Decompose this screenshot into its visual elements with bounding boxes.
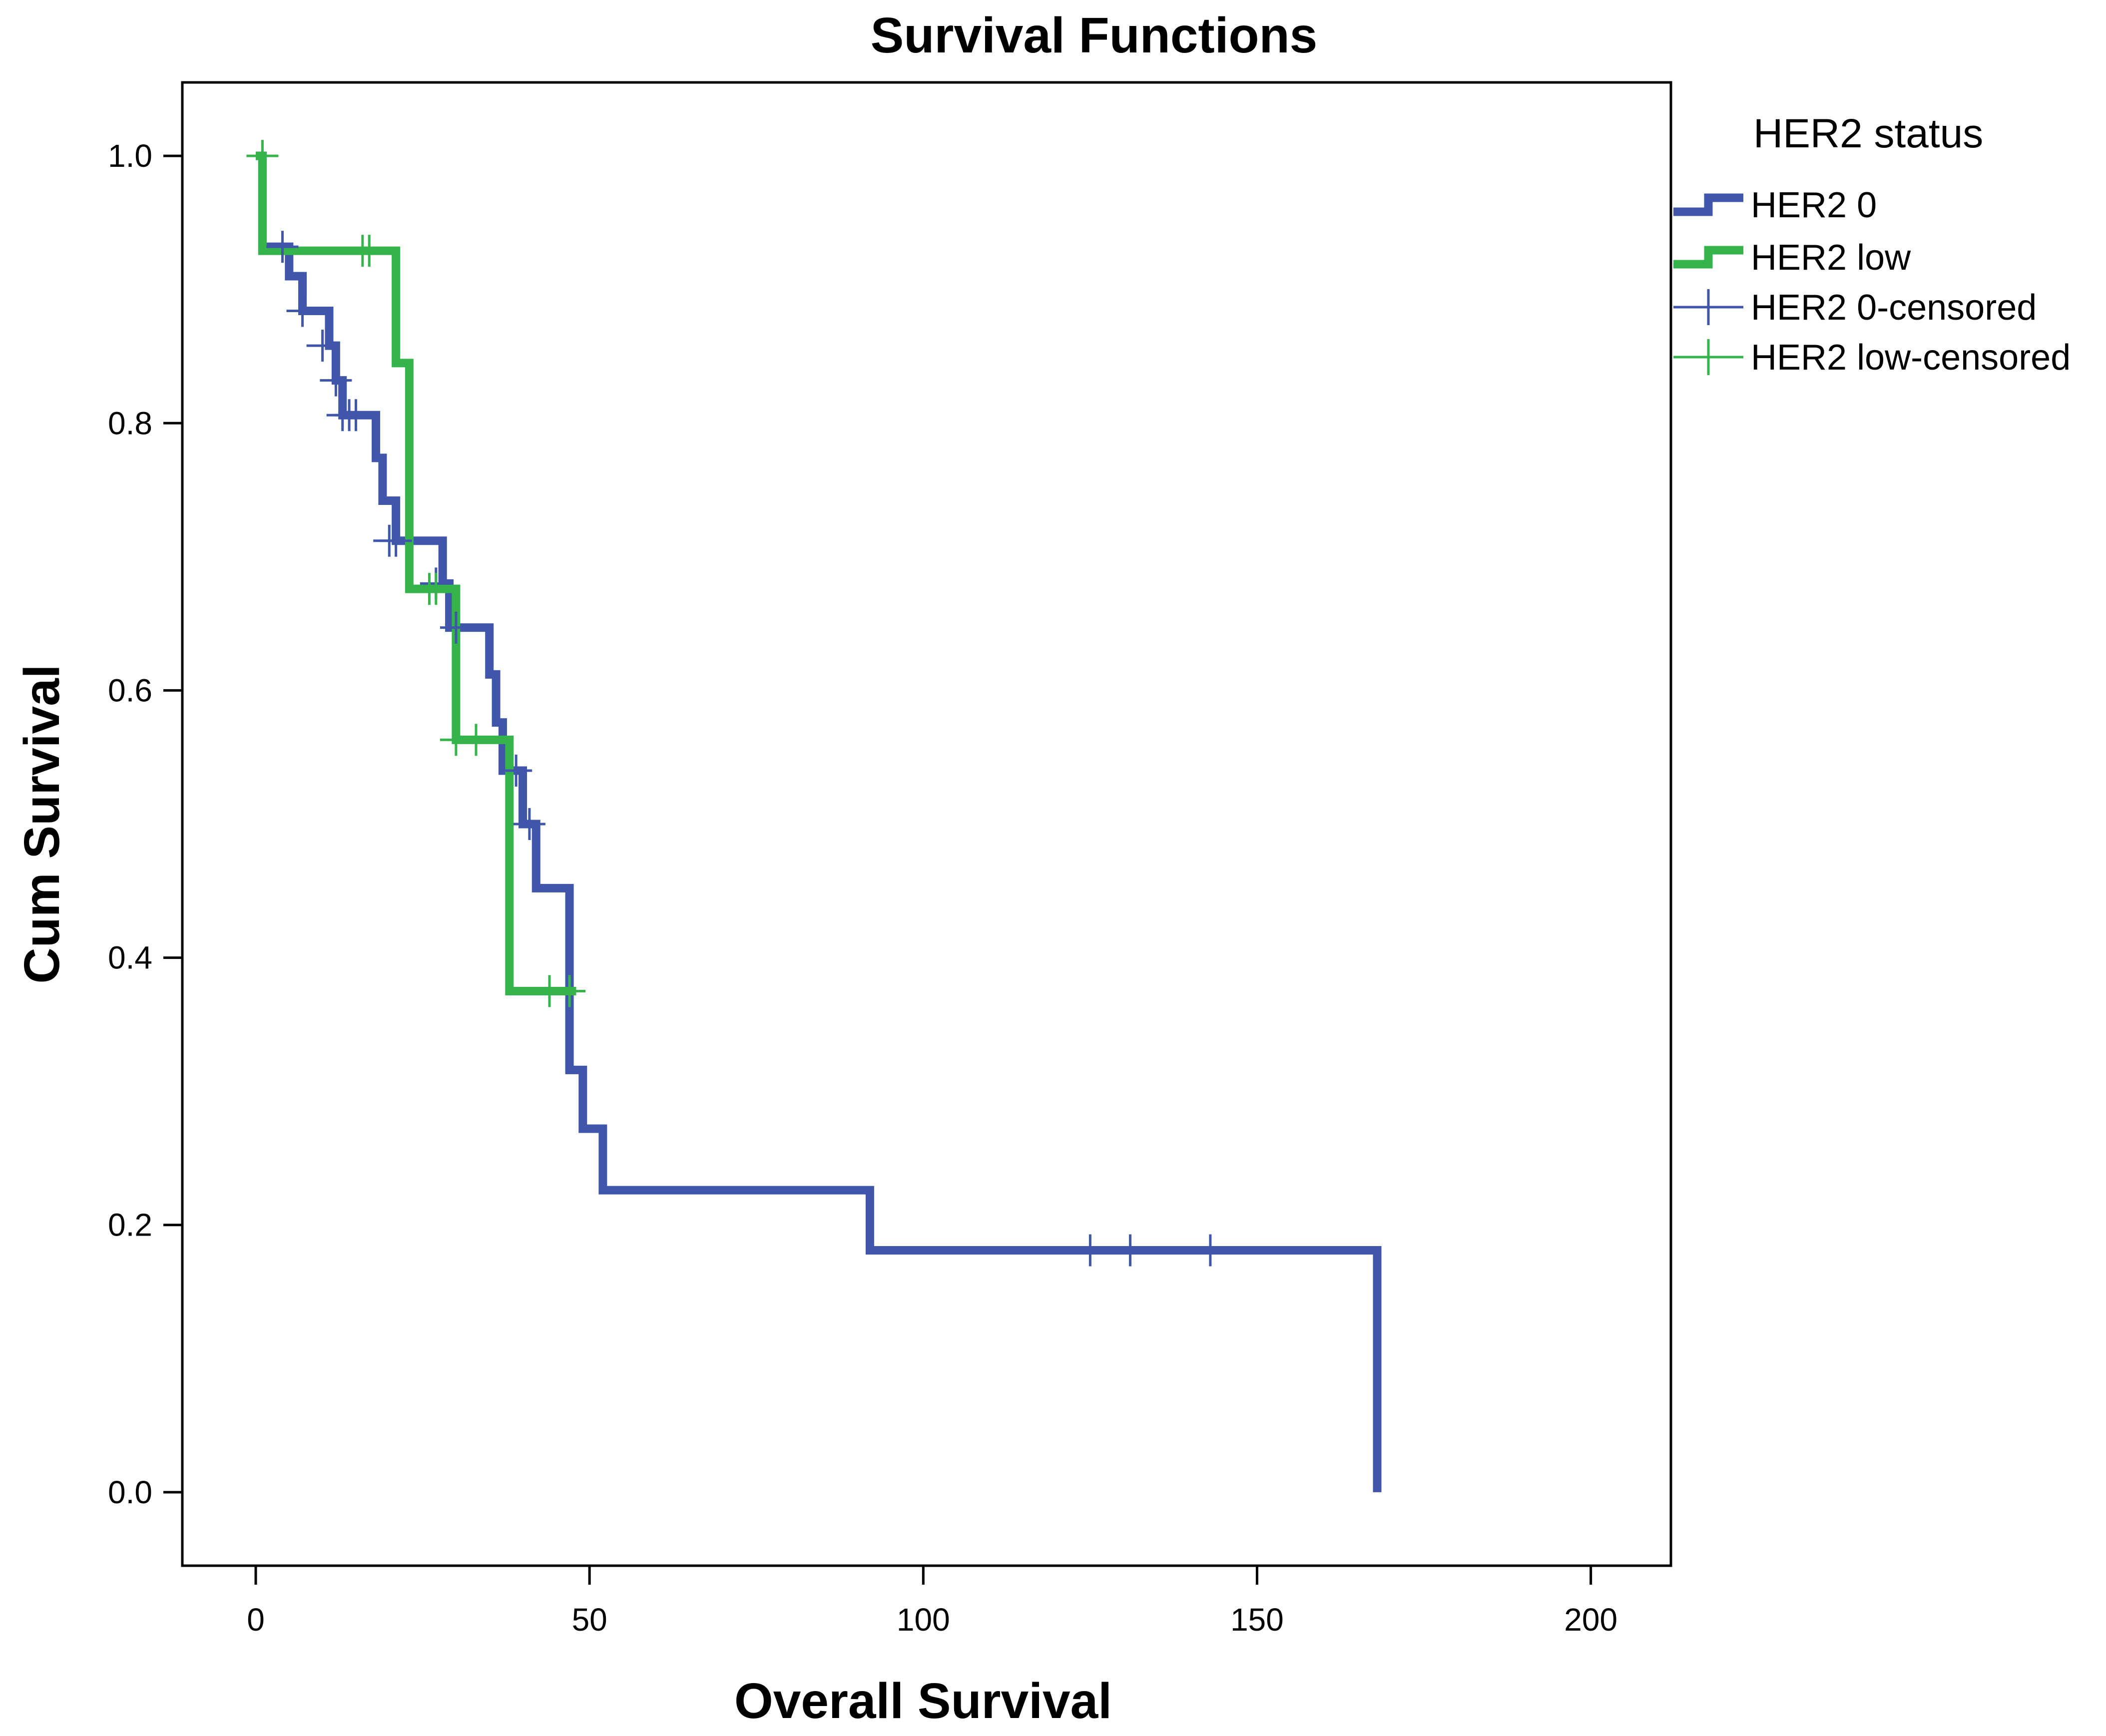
legend-label: HER2 low [1751,238,1911,278]
series-line-her2-low [255,151,576,995]
legend-label: HER2 0 [1751,185,1877,225]
y-tick-label: 0.6 [108,672,152,708]
y-tick-label: 0.8 [108,405,152,441]
legend-symbol-her2-0 [1673,193,1743,216]
legend-label: HER2 low-censored [1751,338,2071,378]
legend-label: HER2 0-censored [1751,288,2037,328]
x-tick-label: 50 [572,1602,607,1638]
x-tick-label: 200 [1564,1602,1617,1638]
y-tick-label: 0.4 [108,940,152,976]
plot-frame [181,81,1672,1567]
y-axis-title: Cum Survival [14,664,70,983]
legend: HER2 status HER2 0 HER2 low HER2 0-censore… [1673,111,2071,378]
y-tick-label: 0.2 [108,1207,152,1243]
y-tick-label: 0.0 [108,1474,152,1510]
x-axis-title: Overall Survival [734,1673,1112,1729]
x-tick-label: 100 [897,1602,950,1638]
chart-title: Survival Functions [871,7,1318,63]
legend-title: HER2 status [1753,111,1983,156]
x-tick-label: 150 [1230,1602,1284,1638]
x-axis-ticks: 0 50 100 150 200 [247,1566,1617,1638]
censor-marks-layer [246,140,1226,1267]
x-tick-label: 0 [247,1602,265,1638]
y-axis-ticks: 0.0 0.2 0.4 0.6 0.8 1.0 [108,138,182,1510]
y-tick-label: 1.0 [108,138,152,174]
legend-symbol-her2-low [1673,246,1743,269]
